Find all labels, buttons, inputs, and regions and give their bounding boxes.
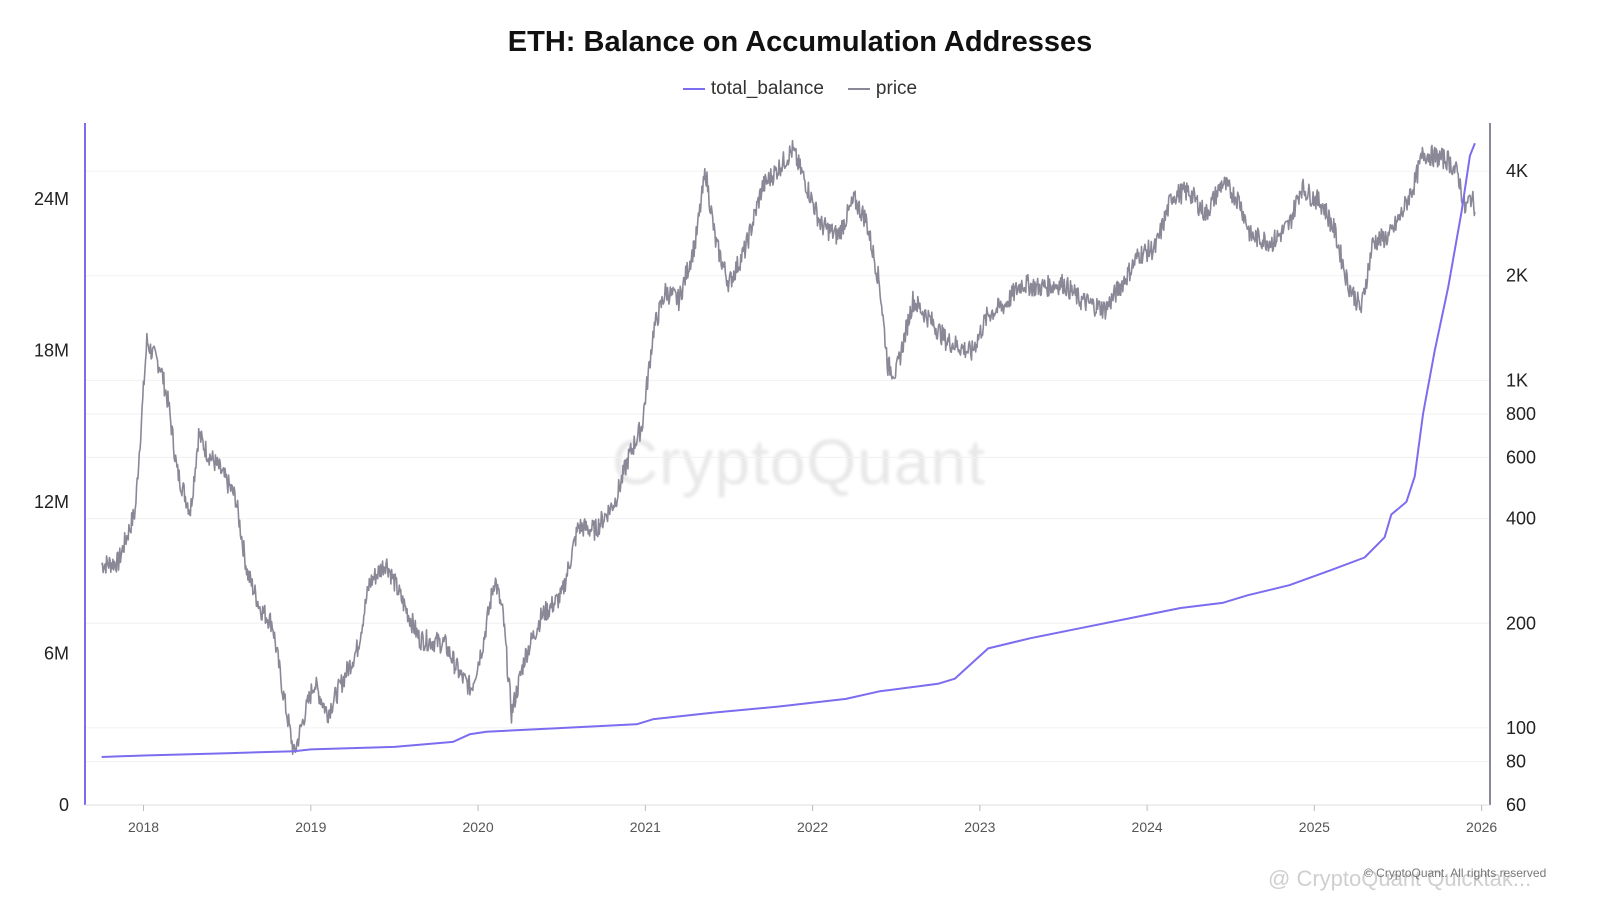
x-tick-label: 2018 (128, 819, 159, 835)
legend: total_balance price (0, 78, 1600, 100)
y-right-tick-label: 2K (1506, 266, 1528, 286)
y-right-tick-label: 800 (1506, 404, 1536, 424)
y-right-tick-label: 80 (1506, 752, 1526, 772)
series-line-total-balance (101, 142, 1476, 758)
x-tick-label: 2020 (462, 819, 493, 835)
copyright-note: © CryptoQuant. All rights reserved (1364, 866, 1547, 880)
x-axis-ticks: 2018 2019 2020 2021 2022 2023 2024 2025 2026 (128, 805, 1497, 835)
y-right-tick-label: 400 (1506, 509, 1536, 529)
series-line-price (100, 139, 1476, 755)
y-right-tick-label: 600 (1506, 447, 1536, 467)
legend-label-price: price (875, 78, 918, 99)
x-tick-label: 2022 (797, 819, 828, 835)
y-right-axis-ticks: 60 80 100 200 400 600 800 1K 2K 4K (1506, 161, 1536, 815)
x-tick-label: 2023 (964, 819, 995, 835)
legend-swatch-total-balance (682, 88, 705, 90)
x-tick-label: 2025 (1299, 819, 1330, 835)
overlay-badge: @ CryptoQuant Quicktak... (1268, 866, 1532, 891)
y-left-tick-label: 24M (34, 189, 69, 209)
grid-lines (85, 170, 1490, 806)
legend-swatch-price (847, 88, 870, 90)
chart-title: ETH: Balance on Accumulation Addresses (507, 26, 1093, 58)
y-right-tick-label: 100 (1506, 718, 1536, 738)
x-tick-label: 2024 (1132, 819, 1163, 835)
y-left-tick-label: 18M (34, 340, 69, 360)
y-right-tick-label: 4K (1506, 161, 1528, 181)
y-right-tick-label: 1K (1506, 370, 1528, 390)
y-left-tick-label: 6M (44, 643, 69, 663)
y-left-tick-label: 0 (59, 795, 69, 815)
y-right-tick-label: 200 (1506, 613, 1536, 633)
y-left-tick-label: 12M (34, 492, 69, 512)
x-tick-label: 2021 (630, 819, 661, 835)
legend-item-total-balance[interactable]: total_balance (682, 78, 824, 100)
legend-label-total-balance: total_balance (710, 78, 824, 99)
x-tick-label: 2019 (295, 819, 326, 835)
legend-item-price[interactable]: price (847, 78, 918, 100)
x-tick-label: 2026 (1466, 819, 1497, 835)
y-left-axis-ticks: 0 6M 12M 18M 24M (34, 189, 69, 815)
y-right-tick-label: 60 (1506, 795, 1526, 815)
